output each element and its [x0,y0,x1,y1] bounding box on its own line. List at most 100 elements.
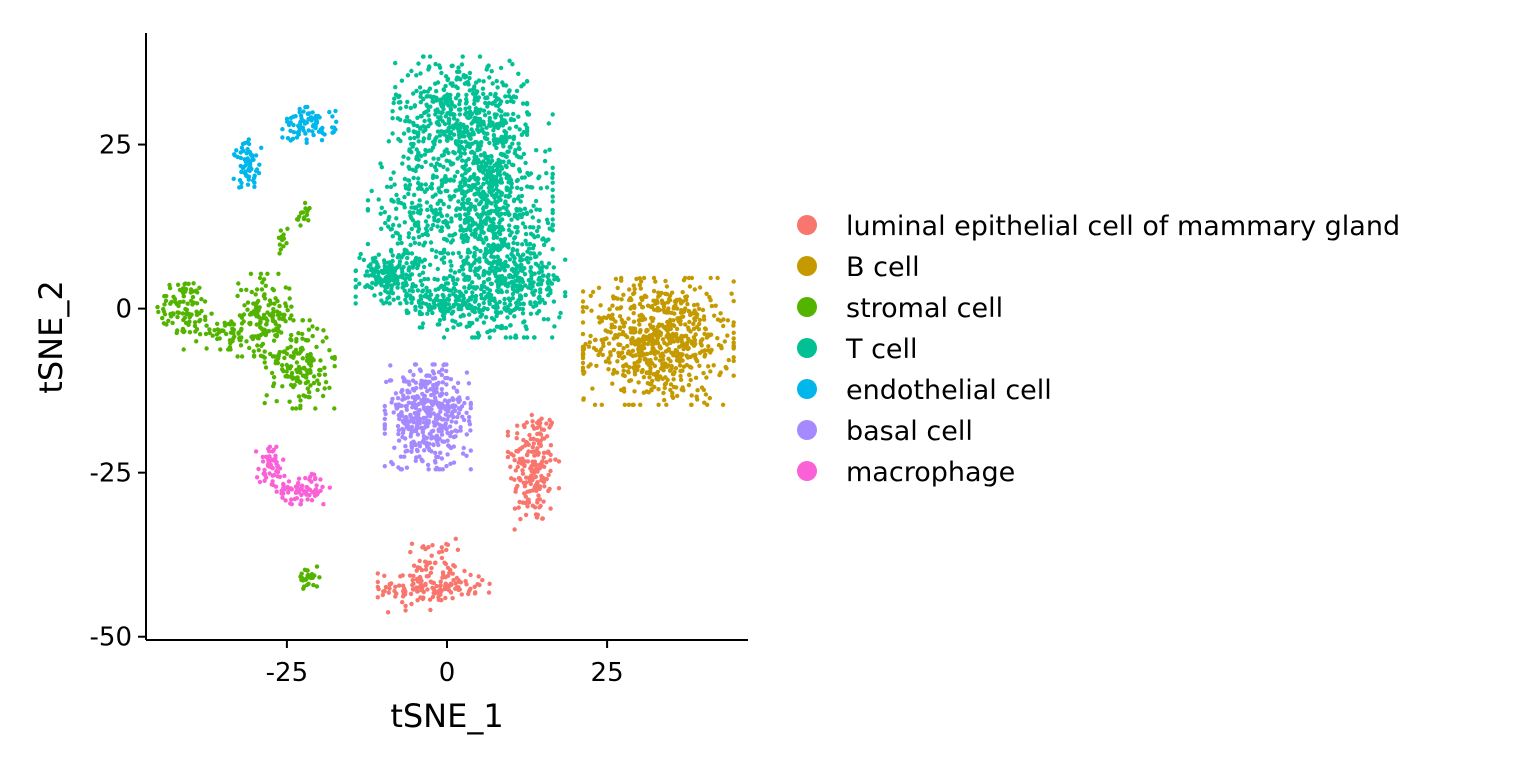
data-point [420,270,426,275]
data-point [357,255,362,261]
data-point [520,257,525,262]
data-point [453,428,458,433]
data-point [451,116,457,121]
data-point [530,419,535,424]
data-point [536,270,542,275]
data-point [400,281,406,286]
data-point [663,278,668,284]
data-point [305,111,310,117]
data-point [448,259,453,264]
data-point [434,120,439,125]
data-point [460,312,466,318]
data-point [431,156,436,161]
data-point [663,326,668,331]
data-point [175,314,180,320]
data-point [641,275,647,281]
data-point [613,333,618,338]
data-point [281,457,286,462]
data-point [406,234,411,240]
data-point [653,279,658,284]
data-point [237,313,243,318]
data-point [430,194,435,199]
data-point [493,199,499,205]
data-point [632,366,637,371]
data-point [622,320,628,325]
data-point [515,464,520,470]
data-point [489,165,495,170]
data-point [438,583,443,588]
data-point [379,298,384,303]
data-point [197,285,202,290]
data-point [445,167,450,172]
data-point [655,335,661,340]
data-point [701,370,706,376]
data-point [483,100,488,106]
data-point [320,393,326,399]
data-point [531,203,536,208]
data-point [497,172,503,178]
data-point [417,325,422,330]
data-point [416,180,421,186]
data-point [441,294,446,299]
data-point [538,186,544,191]
data-point [427,86,433,91]
data-point [417,574,423,580]
data-point [684,297,689,303]
data-point [550,335,555,340]
data-point [296,129,302,134]
data-point [532,426,537,431]
data-point [580,368,586,373]
data-point [515,229,520,234]
data-point [731,355,736,360]
data-point [653,301,658,306]
data-point [496,267,501,272]
data-point [485,330,490,335]
data-point [447,233,452,238]
data-point [488,160,493,166]
data-point [630,402,635,407]
data-point [398,106,403,111]
data-point [499,109,504,114]
data-point [382,422,387,427]
data-point [632,286,637,292]
data-point [279,363,285,368]
data-point [262,360,267,365]
data-point [263,454,269,459]
data-point [268,351,273,357]
data-point [414,156,419,161]
data-point [249,334,254,340]
data-point [482,135,488,140]
data-point [505,454,511,460]
data-point [410,260,415,265]
data-point [404,104,409,110]
data-point [718,318,723,323]
data-point [539,473,544,479]
data-point [498,65,504,71]
data-point [481,119,486,125]
data-point [401,252,406,257]
data-point [468,187,474,192]
data-point [439,372,444,378]
data-point [526,449,531,454]
data-point [502,171,507,176]
data-point [508,335,513,340]
data-point [226,347,231,352]
data-point [541,479,547,485]
data-point [416,208,421,214]
data-point [512,527,517,532]
data-point [492,181,497,187]
data-point [393,85,398,90]
data-point [466,168,471,173]
data-point [405,73,411,78]
data-point [687,372,692,377]
data-point [199,308,204,314]
data-point [411,236,416,241]
data-point [621,324,627,329]
data-point [476,302,482,308]
data-point [700,337,705,342]
data-point [365,208,371,213]
data-point [461,73,466,78]
data-point [231,322,237,327]
data-point [254,475,260,480]
data-point [481,206,486,211]
